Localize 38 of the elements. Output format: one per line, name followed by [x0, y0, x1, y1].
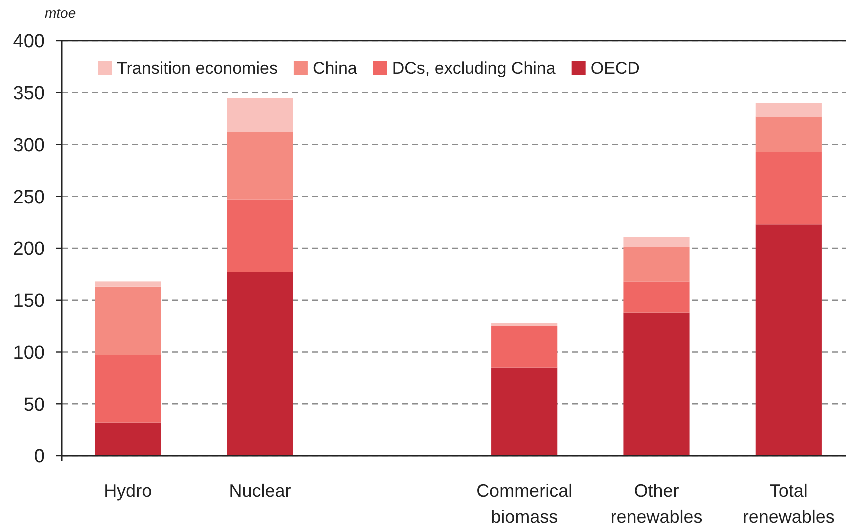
- bar: [227, 132, 294, 200]
- bar: [95, 286, 162, 356]
- y-tick-label: 250: [13, 187, 45, 208]
- bar: [492, 323, 558, 326]
- bar: [756, 152, 822, 225]
- legend-label: Transition economies: [117, 58, 278, 78]
- bar: [624, 312, 690, 456]
- y-tick-label: 150: [13, 291, 45, 312]
- x-tick-label: Hydro: [104, 481, 152, 501]
- y-tick-label: 0: [34, 446, 45, 468]
- bar: [95, 282, 162, 287]
- bar: [227, 200, 294, 272]
- y-tick-label: 400: [13, 32, 45, 53]
- bar: [227, 272, 294, 456]
- bar: [492, 368, 558, 456]
- bar: [95, 422, 162, 456]
- legend-label: OECD: [590, 58, 640, 78]
- bar: [756, 116, 822, 152]
- x-tick-label: Commerical biomass: [476, 481, 573, 527]
- y-axis-title: mtoe: [45, 5, 76, 21]
- y-tick-label: 50: [24, 394, 45, 416]
- bar: [624, 282, 690, 313]
- x-tick-label: Nuclear: [229, 481, 292, 501]
- bar: [95, 355, 162, 423]
- y-tick-label: 100: [13, 342, 45, 364]
- x-tick-label: Total renewables: [742, 481, 835, 527]
- y-tick-label: 200: [13, 239, 45, 260]
- bar: [624, 247, 690, 282]
- bar: [227, 98, 294, 132]
- y-tick-label: 350: [13, 84, 45, 105]
- x-tick-label: Other renewables: [610, 481, 703, 527]
- y-tick-label: 300: [13, 135, 45, 156]
- bar: [492, 326, 558, 368]
- bar: [756, 224, 822, 456]
- legend-label: DCs, excluding China: [392, 58, 556, 78]
- bar: [756, 103, 822, 117]
- legend-label: China: [312, 58, 358, 78]
- bar: [624, 237, 690, 248]
